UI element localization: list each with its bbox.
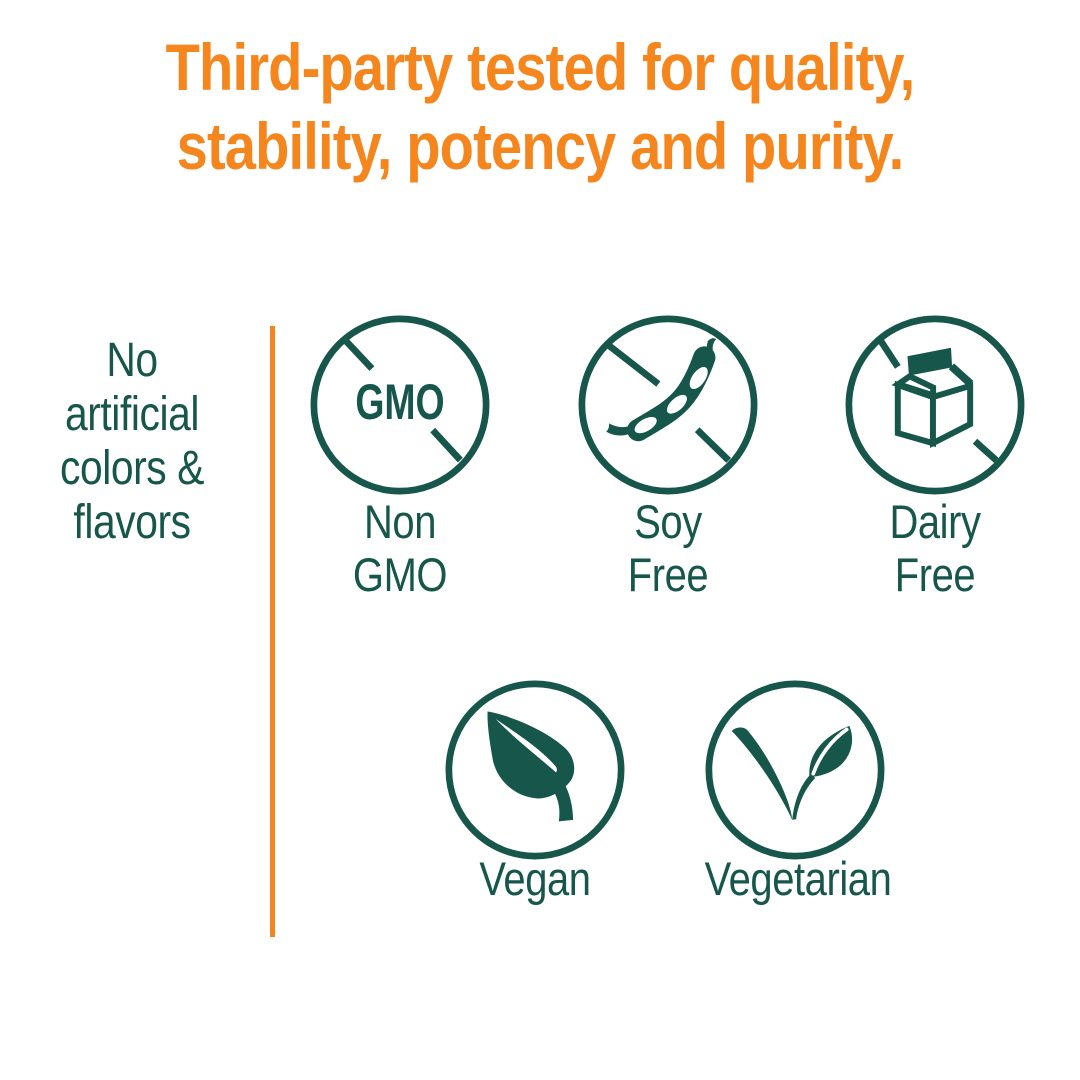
page-title: Third-party tested for quality, stabilit… bbox=[0, 28, 1080, 186]
soy-free-icon bbox=[578, 315, 758, 495]
label-line: Dairy bbox=[889, 495, 981, 548]
note-line: artificial bbox=[64, 388, 200, 441]
page-title-line2: stability, potency and purity. bbox=[176, 109, 905, 183]
dairy-free-label: Dairy Free bbox=[815, 495, 1055, 601]
label-line: Free bbox=[627, 548, 709, 601]
non-gmo-icon: GMO bbox=[310, 315, 490, 495]
page-title-line1: Third-party tested for quality, bbox=[165, 30, 916, 104]
vegan-leaf-icon bbox=[445, 680, 625, 860]
label-line: Vegetarian bbox=[704, 852, 892, 905]
label-line: Soy bbox=[634, 495, 702, 548]
non-gmo-label: Non GMO bbox=[280, 495, 520, 601]
vegan-label: Vegan bbox=[415, 852, 655, 905]
label-line: Vegan bbox=[479, 852, 591, 905]
gmo-circle-text: GMO bbox=[355, 374, 444, 430]
note-line: colors & bbox=[60, 442, 204, 495]
label-line: GMO bbox=[352, 548, 448, 601]
label-line: Free bbox=[894, 548, 976, 601]
label-line: Non bbox=[363, 495, 437, 548]
vegetarian-sprout-icon bbox=[705, 680, 885, 860]
vegetarian-label: Vegetarian bbox=[678, 852, 918, 905]
soy-free-label: Soy Free bbox=[548, 495, 788, 601]
note-line: flavors bbox=[73, 496, 191, 549]
vertical-divider bbox=[270, 326, 275, 937]
no-artificial-note: No artificial colors & flavors bbox=[22, 334, 242, 550]
dairy-free-icon bbox=[845, 315, 1025, 495]
note-line: No bbox=[106, 334, 158, 387]
